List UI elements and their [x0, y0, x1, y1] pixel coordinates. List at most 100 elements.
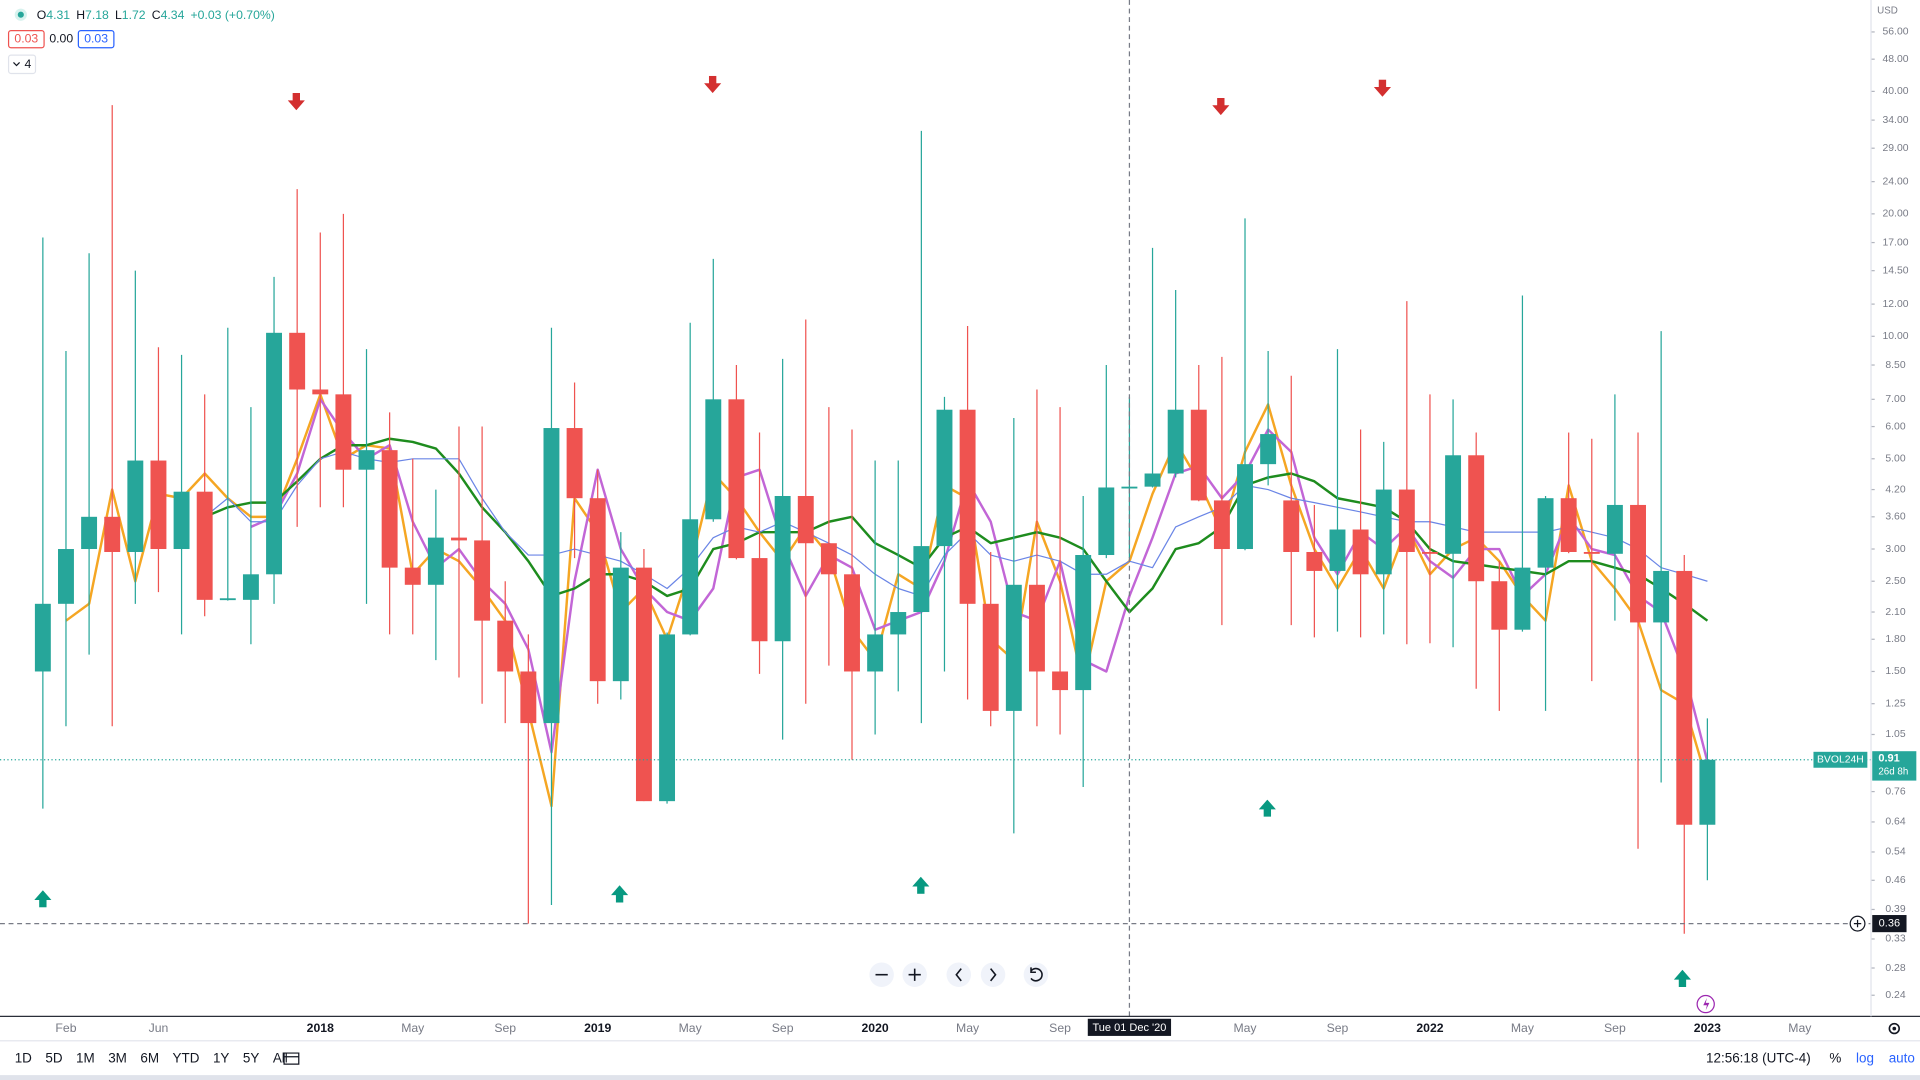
- range-button[interactable]: 1M: [76, 1051, 95, 1066]
- x-tick-label: May: [956, 1021, 980, 1035]
- crosshair-x-label: Tue 01 Dec '20: [1092, 1022, 1166, 1034]
- candle-body: [58, 549, 74, 604]
- candle-body: [1352, 529, 1369, 575]
- candle-body: [612, 567, 629, 682]
- buy-arrow: [912, 876, 930, 894]
- currency-label: USD: [1877, 6, 1898, 17]
- y-tick-label: 10.00: [1883, 331, 1909, 342]
- candle-body: [520, 671, 537, 724]
- candle-body: [1329, 529, 1346, 571]
- ohlc-key: O: [37, 8, 47, 22]
- sell-arrow: [704, 75, 722, 94]
- collapse-count[interactable]: 4: [24, 57, 31, 71]
- y-tick-label: 7.00: [1885, 394, 1905, 405]
- range-button[interactable]: 5D: [45, 1051, 62, 1066]
- candle-body: [543, 428, 560, 724]
- candle-body: [844, 574, 860, 672]
- candle-body: [913, 546, 930, 613]
- range-button[interactable]: YTD: [173, 1051, 200, 1066]
- ma-line: [65, 393, 1709, 808]
- ohlc-value: 4.34: [161, 8, 185, 22]
- indicator-value: 0.00: [49, 31, 73, 45]
- zoom-controls: [869, 962, 1049, 987]
- candle-body: [358, 450, 375, 470]
- ohlc-change: +0.03 (+0.70%): [191, 8, 275, 22]
- status-dot: [17, 11, 24, 18]
- candle-body: [381, 450, 398, 568]
- range-button[interactable]: 5Y: [243, 1051, 259, 1066]
- y-tick-label: 48.00: [1883, 54, 1909, 65]
- candle-body: [451, 537, 467, 541]
- candle-body: [635, 567, 652, 802]
- candle-body: [797, 495, 814, 544]
- candle-body: [820, 543, 837, 575]
- reset[interactable]: [1023, 962, 1049, 987]
- candle-body: [1491, 581, 1508, 630]
- scale-option[interactable]: auto: [1889, 1051, 1915, 1066]
- x-tick-label: Sep: [494, 1021, 516, 1035]
- y-tick-label: 8.50: [1885, 360, 1905, 371]
- candle-body: [1213, 500, 1230, 550]
- crosshair-y-label: 0.36: [1879, 918, 1900, 930]
- y-tick-label: 3.00: [1885, 544, 1905, 555]
- candle-body: [1445, 455, 1462, 554]
- candle-body: [1121, 486, 1138, 489]
- compare-icon[interactable]: [283, 1052, 300, 1065]
- y-tick-label: 2.10: [1885, 607, 1905, 618]
- scroll-right[interactable]: [980, 962, 1006, 987]
- candle-body: [150, 460, 167, 550]
- candle-body: [659, 634, 676, 802]
- scale-option[interactable]: log: [1856, 1051, 1874, 1066]
- range-button[interactable]: 6M: [140, 1051, 159, 1066]
- candle-body: [1606, 504, 1623, 554]
- candle-body: [1144, 473, 1161, 487]
- x-tick-label: 2023: [1694, 1021, 1721, 1035]
- ohlc-value: 7.18: [85, 8, 109, 22]
- countdown: 26d 8h: [1878, 767, 1908, 778]
- y-tick-label: 1.05: [1885, 729, 1905, 740]
- y-tick-label: 0.33: [1885, 934, 1905, 945]
- settings-icon[interactable]: [1888, 1022, 1900, 1035]
- symbol-name: BVOL24H: [1817, 755, 1864, 766]
- x-tick-label: May: [401, 1021, 425, 1035]
- y-tick-label: 0.39: [1885, 904, 1905, 915]
- x-tick-label: Sep: [1049, 1021, 1071, 1035]
- indicator-value: 0.03: [84, 31, 108, 45]
- collapse-button[interactable]: [7, 54, 37, 75]
- candle-body: [1375, 489, 1392, 575]
- sell-arrow: [1373, 79, 1392, 97]
- candle-body: [1422, 551, 1438, 554]
- y-tick-label: 0.64: [1885, 817, 1905, 828]
- alert-icon[interactable]: [1696, 994, 1715, 1014]
- candle-body: [312, 389, 329, 395]
- range-button[interactable]: 1D: [15, 1051, 32, 1066]
- candle-body: [1537, 498, 1554, 568]
- range-button[interactable]: 3M: [108, 1051, 127, 1066]
- candle-body: [427, 537, 444, 585]
- ohlc-value: 1.72: [122, 8, 146, 22]
- candle-body: [1560, 498, 1577, 552]
- candle-body: [1699, 759, 1716, 825]
- candle-body: [474, 540, 491, 621]
- candle-body: [335, 394, 352, 470]
- candle-body: [1468, 455, 1485, 582]
- x-tick-label: May: [1511, 1021, 1535, 1035]
- y-tick-label: 20.00: [1883, 209, 1909, 220]
- candle-body: [1028, 584, 1045, 672]
- candle-body: [1190, 409, 1207, 501]
- x-tick-label: 2019: [584, 1021, 611, 1035]
- range-button[interactable]: 1Y: [213, 1051, 229, 1066]
- candle-body: [1260, 434, 1277, 465]
- candle-body: [127, 460, 144, 552]
- scale-option[interactable]: %: [1829, 1051, 1841, 1066]
- scroll-left[interactable]: [946, 962, 972, 987]
- symbol-tag: [1813, 751, 1868, 768]
- y-tick-label: 14.50: [1883, 265, 1909, 276]
- x-tick-label: May: [679, 1021, 703, 1035]
- y-tick-label: 0.28: [1885, 963, 1905, 974]
- indicator-box: [7, 30, 45, 49]
- ohlc-key: H: [76, 8, 85, 22]
- candle-body: [728, 399, 745, 559]
- y-tick-label: 0.24: [1885, 990, 1905, 1001]
